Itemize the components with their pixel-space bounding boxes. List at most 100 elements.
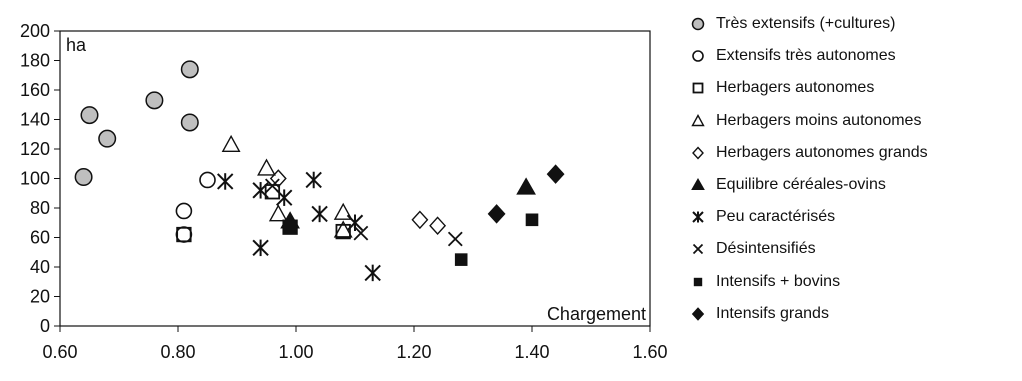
data-point [180, 113, 199, 132]
legend-item: Extensifs très autonomes [690, 40, 1020, 72]
legend-symbol [691, 17, 705, 31]
data-point [80, 106, 99, 125]
data-point [275, 189, 293, 206]
y-tick-label: 140 [20, 110, 50, 130]
legend-symbol [692, 83, 704, 94]
data-point [252, 182, 269, 199]
data-point [311, 205, 328, 223]
y-tick-label: 200 [20, 21, 50, 41]
legend-marker-icon [690, 16, 706, 32]
data-point [333, 202, 353, 220]
legend-label: Intensifs + bovins [716, 272, 841, 290]
series-x [265, 178, 463, 247]
data-point [546, 164, 565, 184]
x-tick-label: 1.40 [514, 342, 549, 362]
legend-symbol [692, 244, 704, 255]
data-point [221, 134, 241, 153]
data-point [429, 216, 447, 235]
data-point [525, 213, 539, 227]
legend-symbol [693, 277, 703, 286]
data-point [176, 226, 192, 243]
legend-symbol [691, 113, 705, 126]
data-point [305, 171, 322, 189]
legend-label: Désintensifiés [716, 240, 816, 258]
legend-label: Herbagers autonomes [716, 79, 875, 97]
data-point [265, 178, 280, 194]
data-point [353, 225, 369, 241]
legend-symbol [692, 50, 704, 63]
y-tick-label: 120 [20, 139, 50, 159]
x-tick-label: 1.20 [396, 342, 431, 362]
legend-marker-icon [690, 274, 706, 290]
y-tick-label: 60 [30, 228, 50, 248]
data-point [346, 214, 364, 231]
data-point [175, 202, 193, 220]
y-tick-label: 40 [30, 257, 50, 277]
legend-item: Peu caractérisés [690, 201, 1020, 233]
series-square-filled [283, 213, 539, 266]
legend-marker-icon [690, 113, 706, 129]
data-point [364, 264, 381, 282]
data-point [411, 210, 429, 230]
y-tick-label: 160 [20, 80, 50, 100]
series-diamond-filled [487, 164, 565, 224]
series-circle-gray [74, 60, 199, 187]
legend-symbol [692, 211, 704, 223]
data-point [145, 91, 164, 110]
legend-marker-icon [690, 241, 706, 257]
data-point [269, 169, 287, 188]
data-point [335, 223, 351, 240]
legend-item: Herbagers autonomes [690, 72, 1020, 104]
plot-frame [59, 30, 651, 327]
scatter-chart: 0 20 40 60 80 100 120 140 160 180 200 0.60 0.80 1.00 1… [20, 21, 668, 362]
legend-symbol [692, 146, 704, 160]
legend-marker-icon [690, 145, 706, 161]
legend-label: Herbagers autonomes grands [716, 143, 928, 161]
y-tick-label: 20 [30, 287, 50, 307]
data-point [74, 168, 93, 187]
data-point [257, 158, 276, 176]
x-axis-label: Chargement [547, 304, 646, 324]
legend-label: Extensifs très autonomes [716, 47, 896, 65]
legend-marker-icon [690, 48, 706, 64]
legend-label: Herbagers moins autonomes [716, 111, 922, 129]
legend-item: Herbagers autonomes grands [690, 137, 1020, 169]
legend-symbol [691, 307, 705, 321]
data-point [199, 171, 216, 189]
series-diamond-open [269, 169, 447, 235]
legend-marker-icon [690, 209, 706, 225]
legend-item: Equilibre céréales-ovins [690, 169, 1020, 201]
data-point [454, 253, 468, 266]
x-tick-label: 0.80 [160, 342, 195, 362]
legend-item: Herbagers moins autonomes [690, 105, 1020, 137]
data-point [216, 173, 234, 190]
y-tick-label: 180 [20, 51, 50, 71]
data-point [268, 204, 288, 222]
data-point [175, 226, 193, 243]
legend-symbol [691, 178, 705, 191]
legend-label: Intensifs grands [716, 304, 829, 322]
legend-marker-icon [690, 306, 706, 322]
legend-item: Désintensifiés [690, 233, 1020, 265]
data-points [74, 60, 565, 282]
y-tick-label: 80 [30, 198, 50, 218]
legend-item: Intensifs grands [690, 298, 1020, 330]
legend-marker-icon [690, 177, 706, 193]
x-tick-label: 0.60 [42, 342, 77, 362]
data-point [180, 60, 199, 79]
legend-item: Intensifs + bovins [690, 266, 1020, 298]
legend-label: Très extensifs (+cultures) [716, 15, 896, 33]
series-asterisk [216, 171, 381, 282]
data-point [252, 239, 269, 257]
x-tick-label: 1.60 [632, 342, 667, 362]
legend-label: Equilibre céréales-ovins [716, 176, 886, 194]
x-tick-label: 1.00 [278, 342, 313, 362]
data-point [516, 177, 536, 195]
data-point [447, 231, 463, 247]
legend: Très extensifs (+cultures) Extensifs très… [690, 8, 1020, 330]
legend-label: Peu caractérisés [716, 208, 836, 226]
legend-item: Très extensifs (+cultures) [690, 8, 1020, 40]
y-tick-label: 0 [40, 316, 50, 336]
axes: 0 20 40 60 80 100 120 140 160 180 200 0.60 0.80 1.00 1… [20, 21, 668, 362]
data-point [283, 220, 297, 234]
